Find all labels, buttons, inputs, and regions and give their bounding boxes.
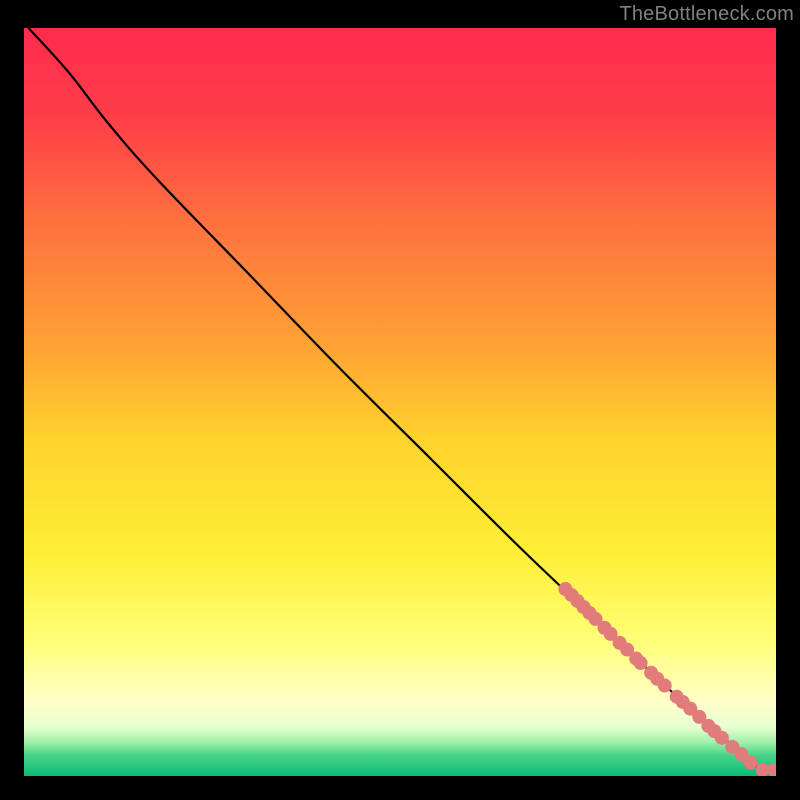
chart-svg (24, 28, 776, 776)
chart-frame: TheBottleneck.com (0, 0, 800, 800)
data-marker (634, 656, 648, 670)
data-marker (658, 678, 672, 692)
data-marker (743, 756, 757, 770)
plot-area (24, 28, 776, 776)
attribution-text: TheBottleneck.com (619, 3, 794, 26)
gradient-background (24, 28, 776, 776)
